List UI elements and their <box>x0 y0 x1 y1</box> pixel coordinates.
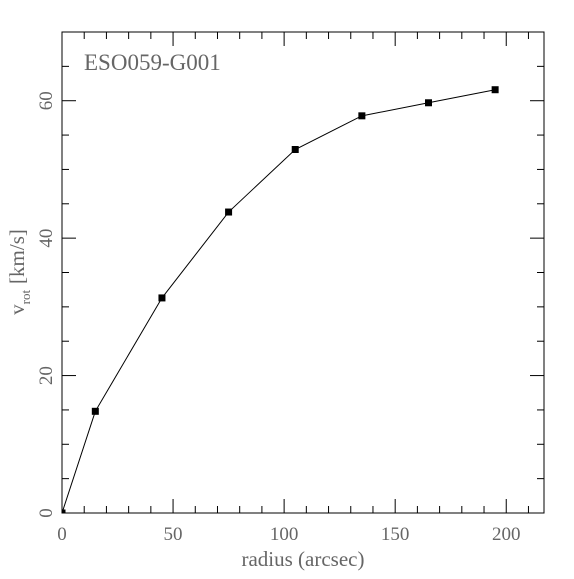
x-axis-label: radius (arcsec) <box>241 547 364 571</box>
plot-frame <box>61 31 545 514</box>
y-tick-label: 20 <box>36 366 57 385</box>
x-tick-label: 50 <box>164 524 183 545</box>
chart-title: ESO059-G001 <box>84 50 221 75</box>
marker <box>491 86 499 94</box>
y-tick-label: 40 <box>36 229 57 248</box>
x-tick-label: 200 <box>492 524 521 545</box>
y-label-subscript: rot <box>18 290 33 305</box>
plot-area <box>62 86 499 513</box>
x-tick-label: 0 <box>57 524 67 545</box>
x-tick-label: 150 <box>381 524 410 545</box>
line <box>62 89 496 513</box>
marker <box>358 112 366 120</box>
y-axis-label: vrot [km/s] <box>5 229 33 315</box>
marker <box>291 146 299 154</box>
marker <box>424 99 432 107</box>
marker <box>62 509 66 513</box>
marker <box>225 208 233 216</box>
marker <box>158 294 166 302</box>
y-tick-label: 60 <box>36 91 57 110</box>
marker <box>91 407 99 415</box>
y-label-unit: [km/s] <box>5 229 29 284</box>
y-label-symbol: v <box>5 304 29 315</box>
y-tick-label: 0 <box>36 508 57 518</box>
x-tick-label: 100 <box>270 524 299 545</box>
